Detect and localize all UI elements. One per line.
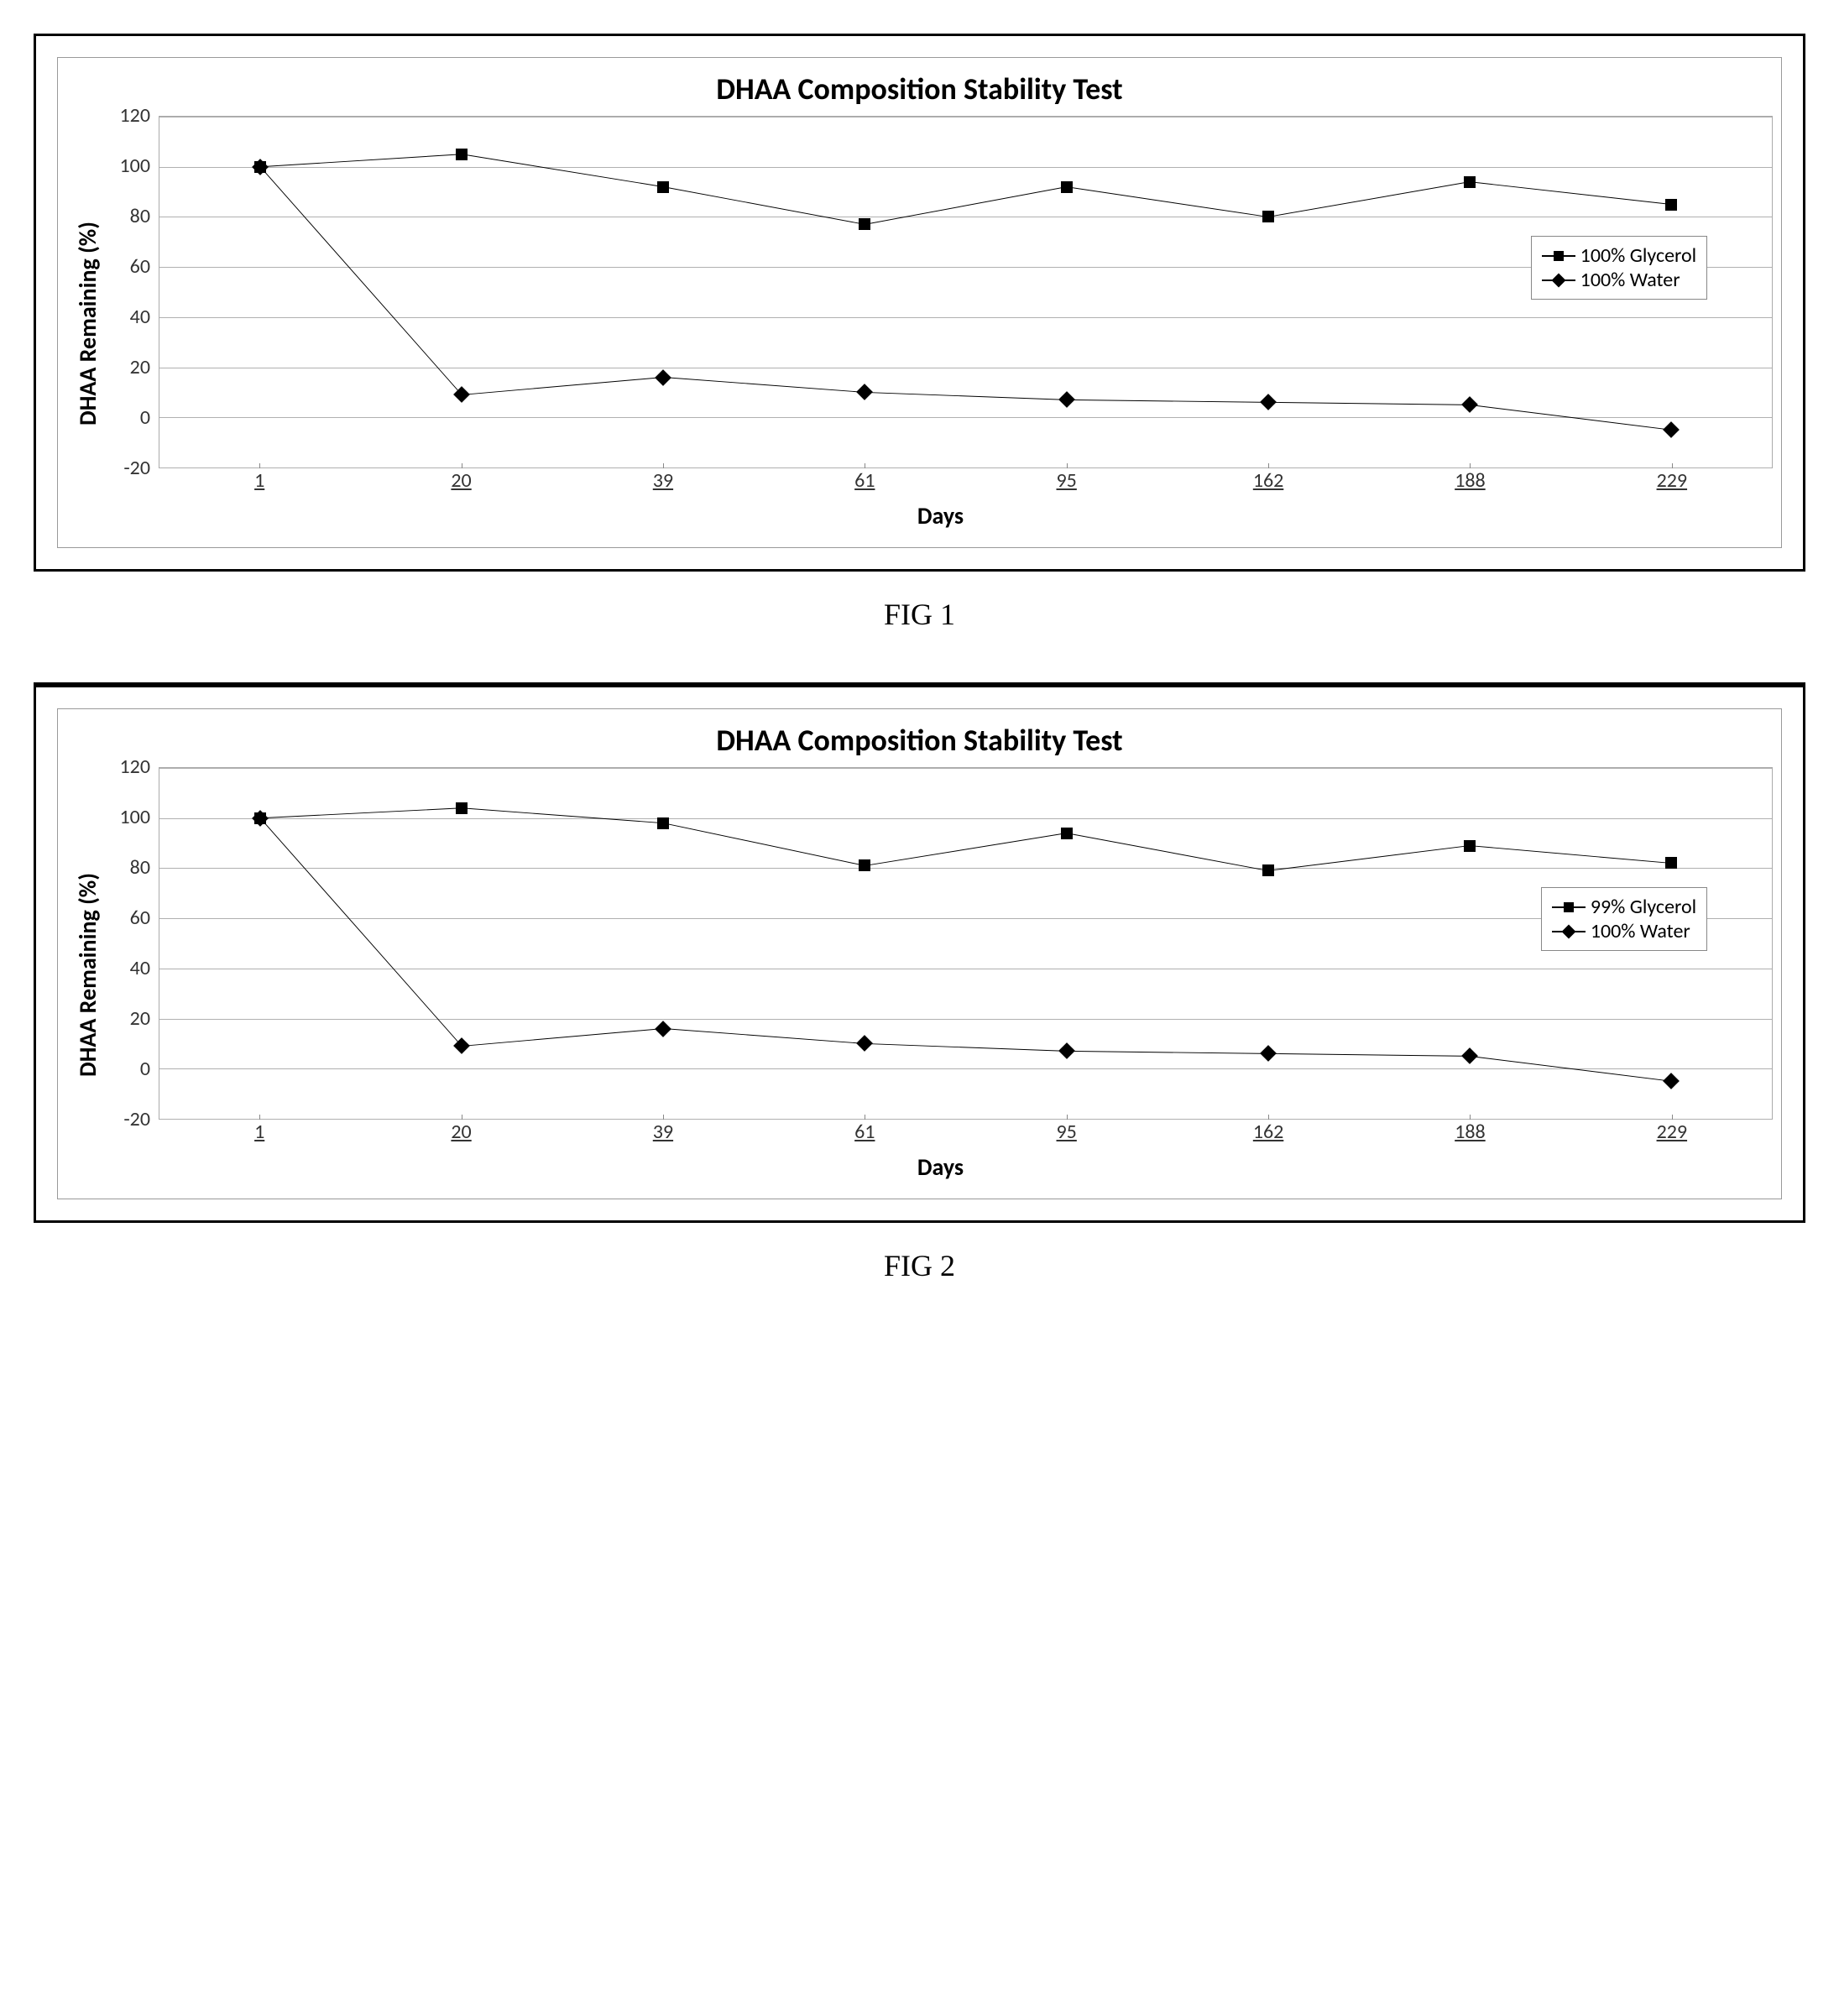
square-marker	[1464, 840, 1476, 852]
legend-item: 100% Glycerol	[1542, 243, 1697, 268]
square-marker	[657, 817, 669, 829]
chart-svg	[159, 768, 1772, 1119]
legend-label: 99% Glycerol	[1591, 895, 1696, 919]
y-axis-label: DHAA Remaining (%)	[73, 873, 102, 1077]
x-tick: 188	[1369, 468, 1570, 493]
x-axis-label: Days	[108, 501, 1773, 530]
chart-frame: DHAA Composition Stability Test DHAA Rema…	[57, 57, 1782, 548]
figure-block: DHAA Composition Stability Test DHAA Rema…	[34, 682, 1805, 1283]
chart-frame: DHAA Composition Stability Test DHAA Rema…	[57, 708, 1782, 1199]
x-ticks: 120396195162188229	[159, 1120, 1773, 1144]
y-axis-label: DHAA Remaining (%)	[73, 222, 102, 426]
legend-label: 100% Water	[1591, 919, 1690, 943]
square-marker	[859, 218, 870, 230]
chart-title: DHAA Composition Stability Test	[66, 722, 1773, 759]
square-marker	[1464, 176, 1476, 188]
figure-block: DHAA Composition Stability Test DHAA Rema…	[34, 34, 1805, 632]
figure-caption: FIG 1	[34, 597, 1805, 632]
square-marker	[859, 859, 870, 871]
outer-frame: DHAA Composition Stability Test DHAA Rema…	[34, 682, 1805, 1223]
square-marker	[657, 181, 669, 193]
x-axis-label: Days	[108, 1152, 1773, 1182]
series-line	[260, 154, 1671, 225]
plot-area: 99% Glycerol100% Water	[159, 767, 1773, 1120]
square-marker	[1061, 181, 1073, 193]
x-tick: 95	[966, 1120, 1168, 1144]
x-tick: 61	[764, 468, 965, 493]
y-ticks: 120100806040200-20	[108, 116, 159, 468]
square-marker	[456, 149, 468, 160]
square-marker	[456, 802, 468, 814]
x-tick: 39	[562, 1120, 764, 1144]
figure-caption: FIG 2	[34, 1248, 1805, 1283]
series-line	[260, 167, 1671, 431]
legend-item: 99% Glycerol	[1552, 895, 1696, 919]
chart-body: DHAA Remaining (%)120100806040200-20 99% …	[66, 767, 1773, 1182]
legend-swatch	[1552, 931, 1586, 932]
legend: 100% Glycerol100% Water	[1531, 236, 1708, 300]
square-marker	[1262, 864, 1274, 876]
x-tick: 229	[1571, 468, 1773, 493]
square-marker	[1665, 857, 1677, 869]
x-tick: 95	[966, 468, 1168, 493]
legend-swatch	[1542, 279, 1575, 281]
x-tick: 1	[159, 1120, 360, 1144]
outer-frame: DHAA Composition Stability Test DHAA Rema…	[34, 34, 1805, 572]
series-line	[260, 808, 1671, 871]
legend-swatch	[1542, 255, 1575, 257]
legend: 99% Glycerol100% Water	[1541, 887, 1707, 951]
x-tick: 162	[1168, 468, 1369, 493]
x-tick: 61	[764, 1120, 965, 1144]
x-ticks: 120396195162188229	[159, 468, 1773, 493]
series-line	[260, 818, 1671, 1082]
legend-label: 100% Water	[1580, 268, 1680, 292]
x-tick: 20	[360, 1120, 562, 1144]
chart-title: DHAA Composition Stability Test	[66, 71, 1773, 107]
x-tick: 1	[159, 468, 360, 493]
square-marker	[1262, 211, 1274, 222]
square-marker	[1061, 828, 1073, 839]
legend-label: 100% Glycerol	[1580, 243, 1697, 268]
diamond-icon	[1561, 924, 1575, 938]
square-marker	[1665, 199, 1677, 211]
x-tick: 188	[1369, 1120, 1570, 1144]
square-icon	[1554, 251, 1564, 261]
legend-swatch	[1552, 906, 1586, 908]
legend-item: 100% Water	[1552, 919, 1696, 943]
plot-area: 100% Glycerol100% Water	[159, 116, 1773, 468]
chart-body: DHAA Remaining (%)120100806040200-20 100%…	[66, 116, 1773, 530]
diamond-icon	[1551, 273, 1565, 287]
x-tick: 39	[562, 468, 764, 493]
legend-item: 100% Water	[1542, 268, 1697, 292]
x-tick: 162	[1168, 1120, 1369, 1144]
square-icon	[1564, 902, 1574, 912]
y-ticks: 120100806040200-20	[108, 767, 159, 1120]
x-tick: 229	[1571, 1120, 1773, 1144]
x-tick: 20	[360, 468, 562, 493]
